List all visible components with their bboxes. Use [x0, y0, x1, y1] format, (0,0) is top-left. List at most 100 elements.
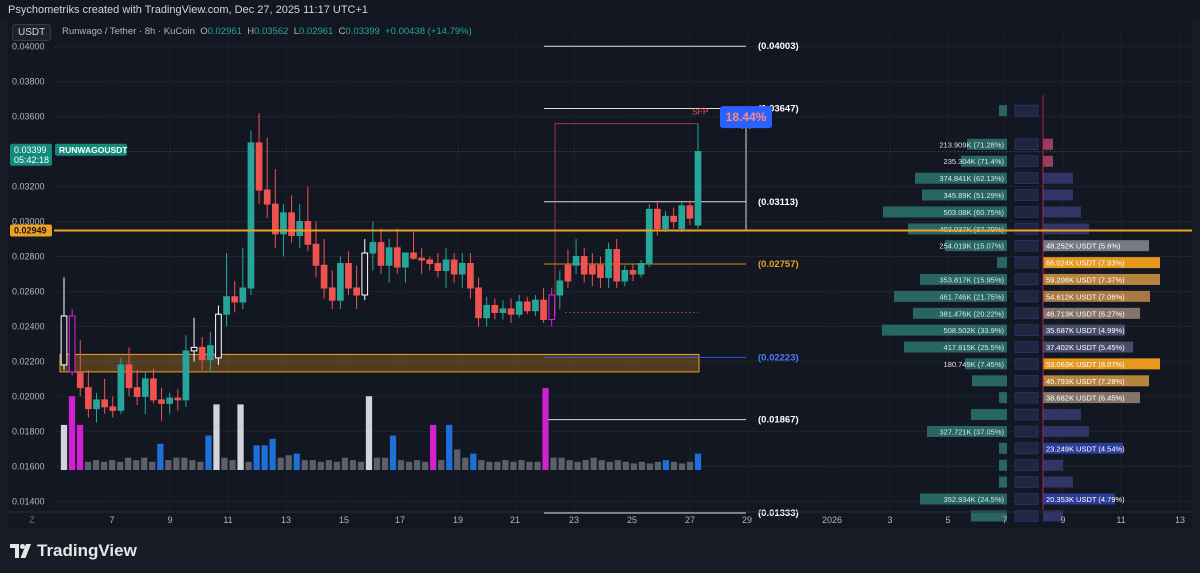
- high-value: 0.03562: [254, 26, 289, 37]
- profile-label-right: 59.208K USDT (7.37%): [1046, 275, 1125, 284]
- volume-bar: [245, 461, 252, 470]
- close-label: C: [338, 26, 346, 37]
- profile-label-right: 48.252K USDT (5.6%): [1046, 242, 1121, 251]
- profile-bar-left: [967, 138, 1007, 150]
- candle-body: [532, 299, 539, 312]
- profile-label-left: 352.934K (24.5%): [944, 495, 1005, 504]
- candle-body: [231, 296, 239, 303]
- volume-bar: [261, 445, 268, 470]
- open-label: O: [200, 26, 208, 37]
- candle-body: [564, 264, 572, 282]
- candle-body: [597, 264, 604, 278]
- y-tick-label: 0.01400: [12, 496, 45, 506]
- profile-label-right: 35.687K USDT (4.99%): [1046, 326, 1125, 335]
- tradingview-logo[interactable]: TradingView: [10, 541, 137, 561]
- y-tick-label: 0.01600: [12, 461, 45, 471]
- profile-bar-left: [999, 392, 1007, 404]
- x-tick-label: 11: [1116, 515, 1125, 525]
- x-tick-label: 9: [1060, 515, 1065, 525]
- header-bar: [0, 0, 1200, 20]
- y-tick-label: 0.02600: [12, 286, 45, 296]
- level-label: (0.03647): [758, 103, 799, 114]
- candle-body: [523, 301, 531, 312]
- profile-bar-left: [882, 324, 1007, 336]
- candle-body: [223, 296, 230, 315]
- volume-bar: [502, 460, 509, 470]
- x-tick-label: Z: [29, 515, 35, 525]
- volume-bar: [141, 457, 148, 470]
- y-tick-label: 0.03800: [12, 77, 45, 87]
- candle-body: [686, 205, 694, 219]
- x-tick-label: 15: [339, 515, 349, 525]
- volume-bar: [550, 457, 557, 470]
- x-tick-label: 2026: [822, 515, 842, 525]
- volume-bar: [654, 461, 662, 470]
- level-label: (0.02223): [758, 352, 799, 363]
- profile-price-cell: [1014, 493, 1039, 505]
- volume-bar: [566, 460, 573, 470]
- profile-price-cell: [1014, 324, 1039, 336]
- volume-bar: [518, 460, 525, 470]
- profile-bar-left: [945, 240, 1007, 252]
- profile-bar-right: [1043, 409, 1081, 421]
- candle-body: [206, 345, 214, 361]
- candle-body: [540, 299, 547, 320]
- volume-bar: [542, 388, 549, 470]
- profile-bar-left: [997, 257, 1007, 269]
- x-tick-label: 11: [223, 515, 232, 525]
- bar-countdown: 05:42:18: [14, 155, 49, 165]
- profile-price-cell: [1014, 408, 1039, 421]
- last-price-value: 0.03399: [14, 145, 47, 155]
- candle-body: [158, 399, 165, 404]
- profile-label-left: 417.815K (25.5%): [944, 343, 1005, 352]
- candle-body: [515, 301, 523, 315]
- currency-badge[interactable]: USDT: [12, 24, 52, 41]
- volume-bar: [614, 460, 621, 470]
- candle-body: [426, 259, 434, 265]
- candle-body: [271, 203, 279, 235]
- profile-bar-right: [1043, 273, 1160, 285]
- volume-bar: [662, 460, 670, 470]
- profile-bar-left: [999, 105, 1007, 117]
- profile-bar-left: [908, 223, 1007, 235]
- volume-bar: [333, 461, 340, 470]
- candle-body: [670, 215, 677, 223]
- volume-bar: [317, 461, 324, 470]
- candle-body: [475, 287, 482, 319]
- candle-body: [645, 208, 653, 265]
- change-value: +0.00438 (+14.79%): [385, 26, 472, 37]
- x-tick-label: 17: [395, 515, 405, 525]
- x-tick-label: 5: [945, 515, 950, 525]
- candle-body: [491, 304, 499, 313]
- profile-bar-right: [1043, 358, 1160, 370]
- profile-price-cell: [1014, 290, 1039, 303]
- level-label: (0.01333): [758, 508, 799, 519]
- symbol-tag: [55, 143, 127, 156]
- profile-bar-left: [965, 358, 1007, 370]
- profile-bar-right: [1043, 510, 1063, 522]
- candle-body: [662, 215, 669, 230]
- profile-label-left: 403.037K (37.79%): [939, 225, 1004, 234]
- volume-bar: [558, 457, 565, 470]
- volume-bar: [173, 457, 180, 470]
- volume-bar: [92, 460, 100, 470]
- sfp-label: SFP: [692, 106, 709, 116]
- volume-bar: [325, 460, 332, 470]
- symbol-title[interactable]: Runwago / Tether · 8h · KuCoin: [62, 26, 195, 37]
- candle-body: [182, 350, 190, 401]
- x-tick-label: 9: [167, 515, 172, 525]
- volume-bar: [389, 435, 397, 470]
- profile-price-cell: [1014, 510, 1039, 522]
- candle-body: [654, 208, 661, 230]
- profile-bar-right: [1043, 392, 1140, 404]
- volume-bar: [373, 457, 381, 470]
- y-tick-label: 0.03600: [12, 112, 45, 122]
- y-tick-label: 0.02200: [12, 356, 45, 366]
- volume-bar: [237, 404, 244, 470]
- candle-body: [150, 378, 157, 401]
- symbol-tag-text: RUNWAGOUSDT: [59, 145, 128, 155]
- profile-price-cell: [1014, 358, 1039, 370]
- profile-bar-right: [1043, 476, 1073, 488]
- profile-bar-right: [1043, 172, 1073, 184]
